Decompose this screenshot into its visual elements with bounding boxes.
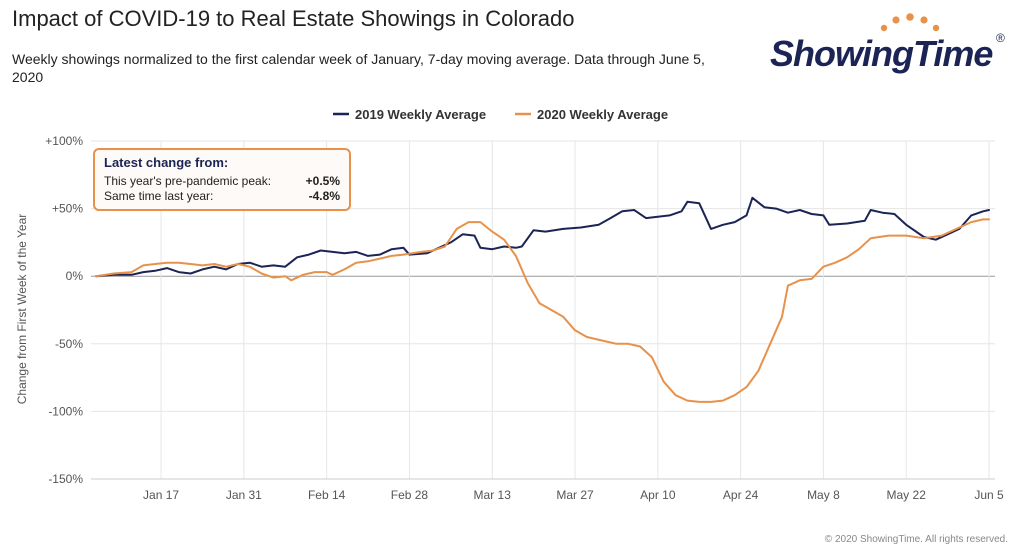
peak-change-label: This year's pre-pandemic peak:: [104, 174, 272, 188]
chart-series: [95, 196, 990, 403]
y-tick-label: -50%: [55, 337, 83, 351]
x-tick-label: Jun 5: [974, 488, 1004, 502]
latest-change-box: Latest change from: This year's pre-pand…: [93, 148, 351, 211]
chart-grid: [91, 140, 995, 480]
x-tick-label: Apr 24: [723, 488, 759, 502]
legend-item-2020[interactable]: 2020 Weekly Average: [515, 107, 668, 122]
legend-label: 2020 Weekly Average: [537, 107, 668, 122]
page-subtitle: Weekly showings normalized to the first …: [12, 51, 705, 85]
logo-wordmark: ShowingTime: [770, 33, 993, 74]
sun-dots-icon: [880, 13, 940, 32]
peak-change-row: This year's pre-pandemic peak: +0.5%: [104, 174, 340, 189]
x-tick-label: May 22: [887, 488, 927, 502]
x-tick-label: Jan 31: [226, 488, 262, 502]
showingtime-logo: ShowingTime ®: [770, 13, 1005, 74]
x-tick-label: Jan 17: [143, 488, 179, 502]
y-tick-label: 0%: [66, 269, 84, 283]
series-line-2019: [95, 196, 990, 278]
series-line-2020: [95, 218, 990, 403]
legend-item-2019[interactable]: 2019 Weekly Average: [333, 107, 486, 122]
last-year-change-value: -4.8%: [308, 189, 340, 203]
y-tick-label: +100%: [45, 134, 83, 148]
y-tick-label: -100%: [48, 404, 83, 418]
x-tick-label: Feb 14: [308, 488, 346, 502]
y-axis-ticks: +100% +50% 0% -50% -100% -150%: [45, 134, 83, 486]
last-year-change-row: Same time last year: -4.8%: [104, 189, 340, 204]
peak-change-value: +0.5%: [305, 174, 340, 188]
registered-mark: ®: [996, 31, 1005, 45]
page-title: Impact of COVID-19 to Real Estate Showin…: [12, 6, 575, 31]
x-tick-label: Mar 27: [556, 488, 594, 502]
x-tick-label: Apr 10: [640, 488, 676, 502]
copyright-credit: © 2020 ShowingTime. All rights reserved.: [824, 534, 1008, 545]
chart-legend[interactable]: 2019 Weekly Average 2020 Weekly Average: [333, 107, 668, 122]
latest-change-heading: Latest change from:: [104, 155, 229, 170]
y-tick-label: +50%: [52, 202, 83, 216]
y-axis-label: Change from First Week of the Year: [15, 214, 29, 405]
y-tick-label: -150%: [48, 472, 83, 486]
x-tick-label: Mar 13: [474, 488, 512, 502]
legend-label: 2019 Weekly Average: [355, 107, 486, 122]
x-tick-label: Feb 28: [391, 488, 429, 502]
x-tick-label: May 8: [807, 488, 840, 502]
x-axis-ticks: Jan 17 Jan 31 Feb 14 Feb 28 Mar 13 Mar 27 Apr …: [143, 488, 1004, 502]
last-year-change-label: Same time last year:: [104, 189, 214, 203]
